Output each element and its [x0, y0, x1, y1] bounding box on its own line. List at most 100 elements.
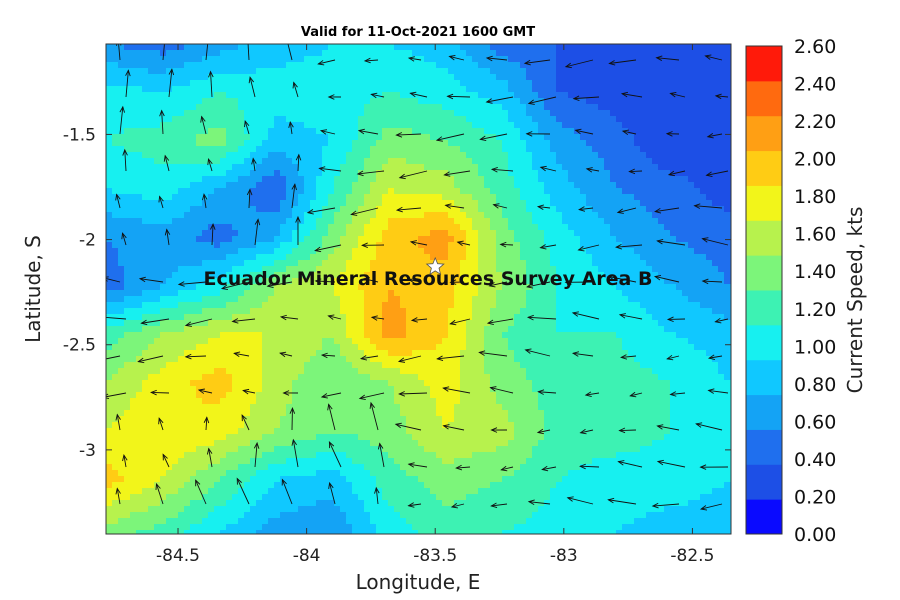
speed-cell — [496, 302, 503, 309]
speed-cell — [190, 152, 197, 159]
speed-cell — [676, 236, 683, 243]
speed-cell — [514, 92, 521, 99]
speed-cell — [694, 146, 701, 153]
speed-cell — [346, 116, 353, 123]
speed-field — [106, 44, 731, 534]
speed-cell — [538, 122, 545, 129]
speed-cell — [478, 272, 485, 279]
speed-cell — [124, 236, 131, 243]
speed-cell — [322, 182, 329, 189]
speed-cell — [460, 116, 467, 123]
speed-cell — [268, 320, 275, 327]
speed-cell — [424, 140, 431, 147]
speed-cell — [226, 164, 233, 171]
speed-cell — [556, 242, 563, 249]
speed-cell — [562, 122, 569, 129]
speed-cell — [286, 140, 293, 147]
speed-cell — [208, 158, 215, 165]
speed-cell — [478, 68, 485, 75]
speed-cell — [340, 218, 347, 225]
speed-cell — [568, 200, 575, 207]
speed-cell — [412, 266, 419, 273]
speed-cell — [142, 218, 149, 225]
speed-cell — [430, 320, 437, 327]
speed-cell — [304, 194, 311, 201]
speed-cell — [556, 278, 563, 285]
speed-cell — [472, 86, 479, 93]
speed-cell — [376, 224, 383, 231]
speed-cell — [574, 314, 581, 321]
speed-cell — [142, 302, 149, 309]
speed-cell — [532, 122, 539, 129]
speed-cell — [328, 188, 335, 195]
speed-cell — [688, 146, 695, 153]
speed-cell — [220, 146, 227, 153]
speed-cell — [640, 104, 647, 111]
speed-cell — [166, 188, 173, 195]
speed-cell — [700, 224, 707, 231]
speed-cell — [412, 320, 419, 327]
speed-cell — [244, 116, 251, 123]
speed-cell — [466, 182, 473, 189]
speed-cell — [520, 134, 527, 141]
speed-cell — [622, 296, 629, 303]
speed-cell — [502, 110, 509, 117]
speed-cell — [640, 320, 647, 327]
speed-cell — [514, 236, 521, 243]
speed-cell — [406, 128, 413, 135]
speed-cell — [610, 152, 617, 159]
speed-cell — [616, 86, 623, 93]
speed-cell — [718, 266, 725, 273]
speed-cell — [184, 44, 191, 51]
speed-cell — [292, 278, 299, 285]
speed-cell — [358, 260, 365, 267]
speed-cell — [268, 242, 275, 249]
speed-cell — [424, 200, 431, 207]
speed-cell — [490, 116, 497, 123]
speed-cell — [376, 272, 383, 279]
speed-cell — [544, 200, 551, 207]
speed-cell — [418, 308, 425, 315]
speed-cell — [424, 212, 431, 219]
speed-cell — [226, 224, 233, 231]
speed-cell — [592, 146, 599, 153]
speed-cell — [682, 302, 689, 309]
speed-cell — [400, 122, 407, 129]
speed-cell — [232, 56, 239, 63]
speed-cell — [688, 224, 695, 231]
speed-cell — [490, 152, 497, 159]
speed-cell — [274, 266, 281, 273]
speed-cell — [412, 314, 419, 321]
speed-cell — [244, 188, 251, 195]
speed-cell — [310, 92, 317, 99]
speed-cell — [130, 284, 137, 291]
speed-cell — [286, 116, 293, 123]
speed-cell — [154, 242, 161, 249]
speed-cell — [706, 68, 713, 75]
speed-cell — [274, 170, 281, 177]
speed-cell — [244, 164, 251, 171]
speed-cell — [424, 92, 431, 99]
speed-cell — [346, 146, 353, 153]
speed-cell — [634, 56, 641, 63]
speed-cell — [148, 314, 155, 321]
speed-cell — [268, 62, 275, 69]
speed-cell — [724, 110, 731, 117]
speed-cell — [142, 152, 149, 159]
speed-cell — [568, 110, 575, 117]
speed-cell — [310, 200, 317, 207]
speed-cell — [286, 266, 293, 273]
speed-cell — [202, 134, 209, 141]
speed-cell — [442, 278, 449, 285]
speed-cell — [676, 224, 683, 231]
speed-cell — [106, 284, 113, 291]
speed-cell — [628, 254, 635, 261]
speed-cell — [226, 188, 233, 195]
speed-cell — [688, 134, 695, 141]
speed-cell — [196, 278, 203, 285]
speed-cell — [376, 86, 383, 93]
speed-cell — [112, 200, 119, 207]
speed-cell — [694, 308, 701, 315]
speed-cell — [184, 296, 191, 303]
speed-cell — [694, 302, 701, 309]
